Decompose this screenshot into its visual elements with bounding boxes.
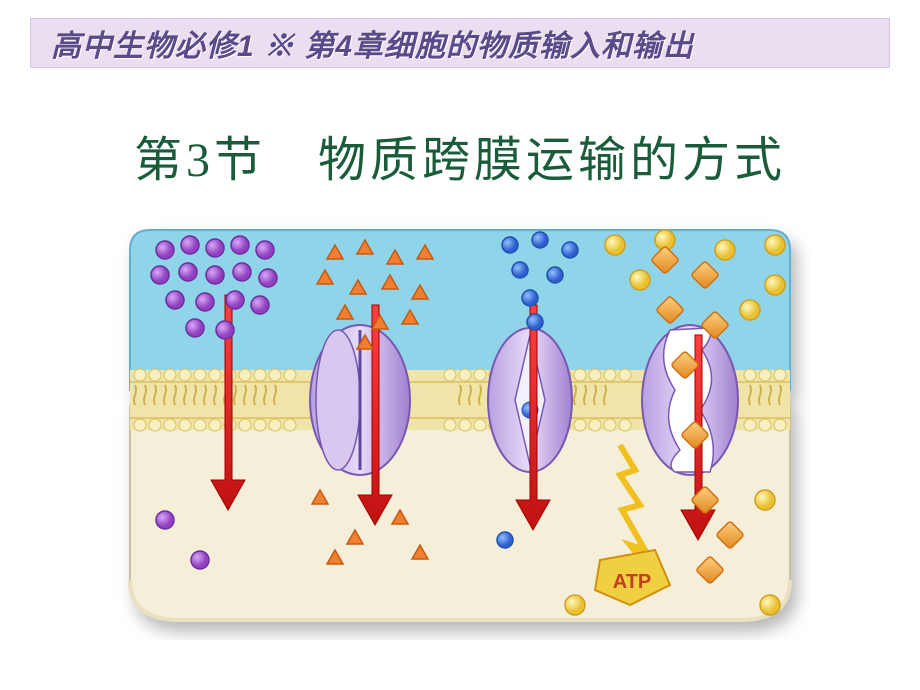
section-title: 第3节 物质跨膜运输的方式	[0, 120, 920, 190]
atp-label: ATP	[613, 571, 652, 593]
pump-protein	[642, 325, 738, 475]
chapter-banner: 高中生物必修1 ※ 第4章细胞的物质输入和输出	[30, 18, 890, 68]
membrane-transport-diagram: ATP	[110, 210, 810, 640]
chapter-title: 高中生物必修1 ※ 第4章细胞的物质输入和输出	[51, 21, 694, 65]
